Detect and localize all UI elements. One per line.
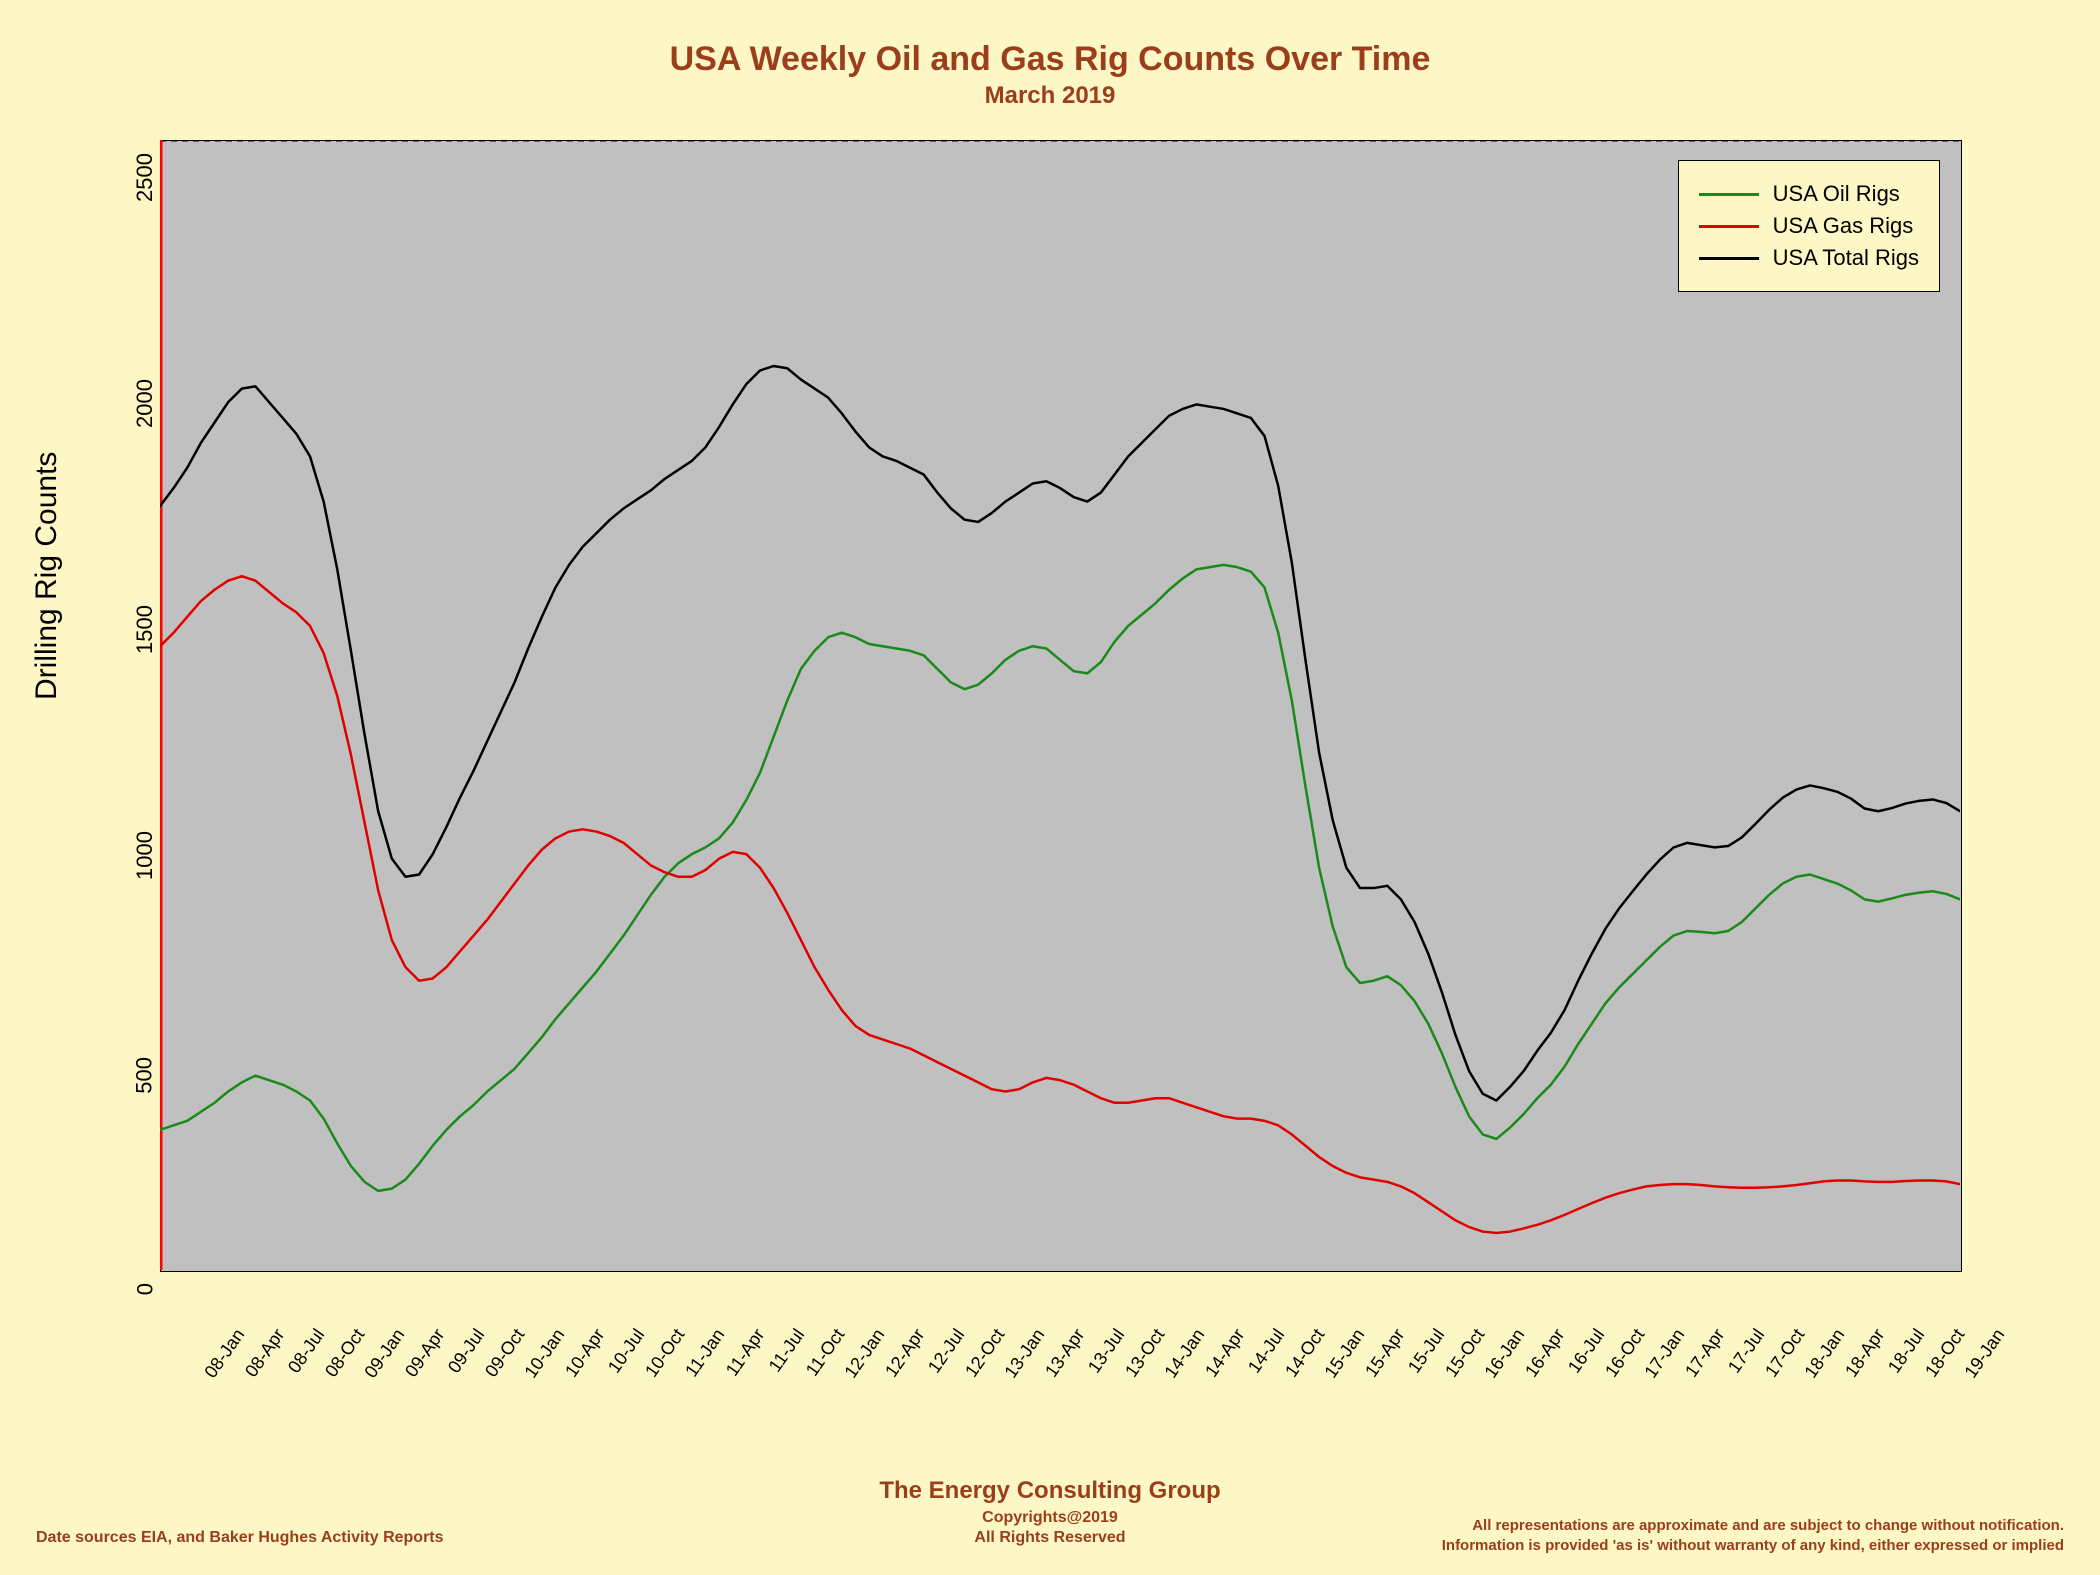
chart-subtitle: March 2019	[0, 82, 2100, 110]
y-tick-label: 500	[132, 1057, 158, 1094]
plot-svg	[160, 140, 1960, 1270]
legend-swatch-gas	[1699, 225, 1759, 228]
y-tick-label: 2500	[132, 153, 158, 202]
legend-row-total: USA Total Rigs	[1699, 245, 1919, 271]
legend-label-total: USA Total Rigs	[1773, 245, 1919, 271]
footer-group-name: The Energy Consulting Group	[0, 1477, 2100, 1505]
series-usa-oil-rigs	[160, 565, 1960, 1191]
series-usa-total-rigs	[160, 366, 1960, 1101]
footer-right: All representations are approximate and …	[1442, 1516, 2064, 1555]
series-usa-gas-rigs	[160, 576, 1960, 1233]
plot-wrap: USA Oil Rigs USA Gas Rigs USA Total Rigs	[160, 140, 1960, 1270]
legend-swatch-oil	[1699, 193, 1759, 196]
chart-title: USA Weekly Oil and Gas Rig Counts Over T…	[0, 40, 2100, 79]
page-root: USA Weekly Oil and Gas Rig Counts Over T…	[0, 0, 2100, 1575]
y-axis-label: Drilling Rig Counts	[30, 452, 64, 700]
legend-label-gas: USA Gas Rigs	[1773, 213, 1914, 239]
footer-left: Date sources EIA, and Baker Hughes Activ…	[36, 1529, 444, 1547]
legend-swatch-total	[1699, 257, 1759, 260]
legend-row-oil: USA Oil Rigs	[1699, 181, 1919, 207]
footer-right-2: Information is provided 'as is' without …	[1442, 1536, 2064, 1556]
footer-right-1: All representations are approximate and …	[1442, 1516, 2064, 1536]
y-tick-label: 0	[132, 1283, 158, 1295]
y-tick-label: 1000	[132, 831, 158, 880]
legend-row-gas: USA Gas Rigs	[1699, 213, 1919, 239]
y-tick-label: 1500	[132, 605, 158, 654]
legend-label-oil: USA Oil Rigs	[1773, 181, 1900, 207]
legend: USA Oil Rigs USA Gas Rigs USA Total Rigs	[1678, 160, 1940, 292]
y-tick-label: 2000	[132, 379, 158, 428]
